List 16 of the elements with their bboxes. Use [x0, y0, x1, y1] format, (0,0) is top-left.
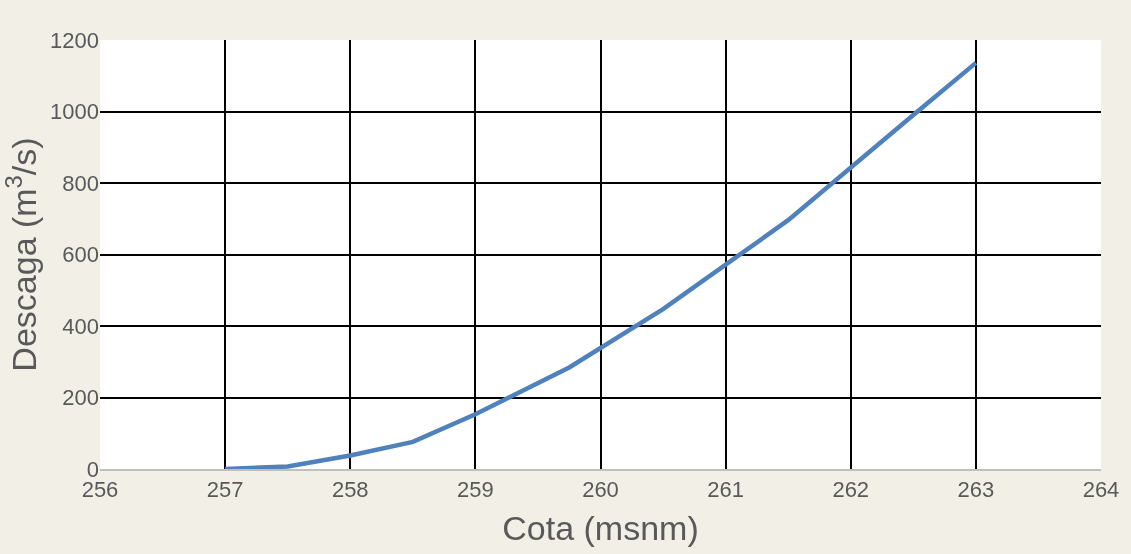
x-tick-label: 261	[707, 477, 744, 503]
x-axis-title: Cota (msnm)	[502, 509, 699, 548]
y-tick-label: 1000	[50, 99, 99, 125]
x-tick-label: 257	[206, 477, 244, 503]
x-tick-label: 260	[582, 477, 619, 503]
x-tick-label: 264	[1082, 477, 1120, 503]
y-tick-label: 1200	[50, 27, 99, 53]
line-series	[222, 60, 979, 469]
x-tick-label: 258	[331, 477, 369, 503]
y-tick-label: 400	[62, 313, 99, 339]
y-tick-label: 600	[62, 242, 99, 268]
x-tick-label: 262	[832, 477, 870, 503]
y-tick-label: 800	[62, 170, 99, 196]
y-tick-label: 200	[62, 385, 99, 411]
x-tick-label: 259	[457, 477, 494, 503]
x-tick-label: 263	[957, 477, 995, 503]
